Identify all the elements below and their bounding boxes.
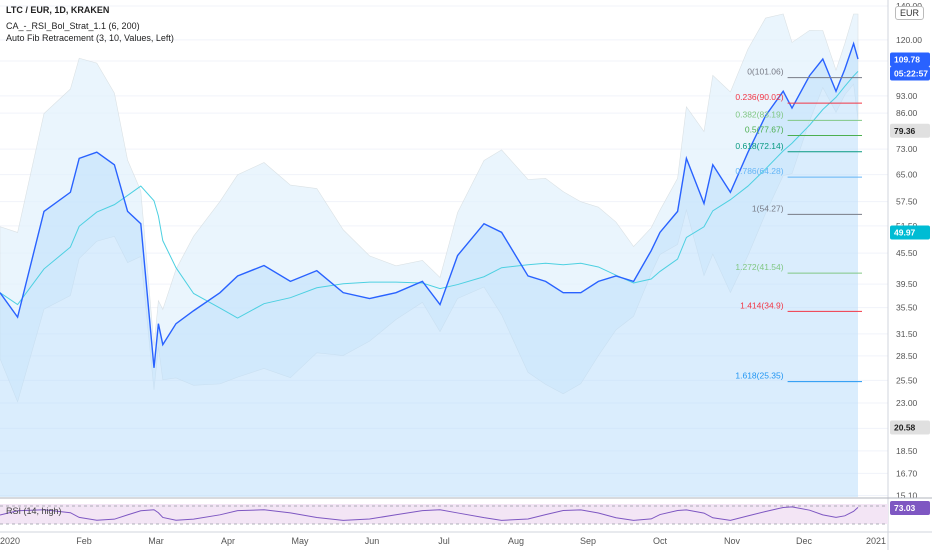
fib-label: 1.272(41.54): [735, 262, 783, 272]
indicator-label-auto-fib[interactable]: Auto Fib Retracement (3, 10, Values, Lef…: [6, 33, 174, 43]
y-tick-label: 31.50: [896, 329, 918, 339]
y-tick-label: 39.50: [896, 279, 918, 289]
indicator-label-rsi-bol[interactable]: CA_-_RSI_Bol_Strat_1.1 (6, 200): [6, 21, 140, 31]
price-line: [0, 41, 859, 368]
x-tick-label: Mar: [148, 536, 164, 546]
x-tick-label: Oct: [653, 536, 668, 546]
x-tick-label: Dec: [796, 536, 813, 546]
rsi-value-text: 73.03: [894, 503, 916, 513]
fib-label: 0.5(77.67): [745, 125, 784, 135]
y-tick-label: 25.50: [896, 375, 918, 385]
fib-label: 1.618(25.35): [735, 371, 783, 381]
ma-badge: [890, 123, 930, 138]
x-tick-label: Feb: [76, 536, 92, 546]
x-tick-label: Apr: [221, 536, 235, 546]
rsi-line: [0, 506, 859, 521]
sma200-badge: [890, 225, 930, 240]
price-axis: [888, 0, 932, 550]
x-tick-label: Jul: [438, 536, 450, 546]
fib-label: 0.382(83.19): [735, 109, 783, 119]
y-tick-label: 65.00: [896, 170, 918, 180]
lower-band-badge: [890, 420, 930, 435]
rsi-band: [0, 504, 888, 524]
moving-average-line: [0, 70, 859, 319]
ma-badge-text: 79.36: [894, 126, 916, 136]
price-area: [0, 43, 858, 498]
x-tick-label: 2021: [866, 536, 886, 546]
x-tick-label: Aug: [508, 536, 524, 546]
y-tick-label: 18.50: [896, 446, 918, 456]
countdown-badge-text: 05:22:57: [894, 68, 928, 78]
x-tick-label: Nov: [724, 536, 741, 546]
lower-band-badge-text: 20.58: [894, 422, 916, 432]
y-tick-label: 45.50: [896, 248, 918, 258]
fib-label: 0.236(90.02): [735, 92, 783, 102]
x-tick-label: 2020: [0, 536, 20, 546]
fib-label: 0.786(64.28): [735, 166, 783, 176]
rsi-value-badge: [890, 501, 930, 515]
rsi-label: RSI (14, high): [6, 506, 62, 516]
y-tick-label: 93.00: [896, 91, 918, 101]
y-tick-label: 86.00: [896, 108, 918, 118]
y-tick-label: 15.10: [896, 491, 918, 501]
countdown-badge: [890, 66, 930, 81]
fib-label: 0(101.06): [747, 67, 784, 77]
last-price-badge: [890, 52, 930, 67]
last-price-badge-text: 109.78: [894, 54, 920, 64]
fib-label: 0.618(72.14): [735, 141, 783, 151]
y-tick-label: 28.50: [896, 351, 918, 361]
x-tick-label: Jun: [365, 536, 380, 546]
x-tick-label: May: [291, 536, 309, 546]
sma200-badge-text: 49.97: [894, 227, 916, 237]
currency-button[interactable]: EUR: [894, 6, 924, 20]
fib-label: 1(54.27): [752, 203, 784, 213]
y-tick-label: 16.70: [896, 468, 918, 478]
chart-title: LTC / EUR, 1D, KRAKEN: [6, 5, 110, 15]
y-tick-label: 23.00: [896, 398, 918, 408]
y-tick-label: 73.00: [896, 144, 918, 154]
y-tick-label: 35.50: [896, 303, 918, 313]
fib-label: 1.414(34.9): [740, 300, 784, 310]
y-tick-label: 57.50: [896, 197, 918, 207]
x-tick-label: Sep: [580, 536, 596, 546]
y-tick-label: 120.00: [896, 35, 922, 45]
